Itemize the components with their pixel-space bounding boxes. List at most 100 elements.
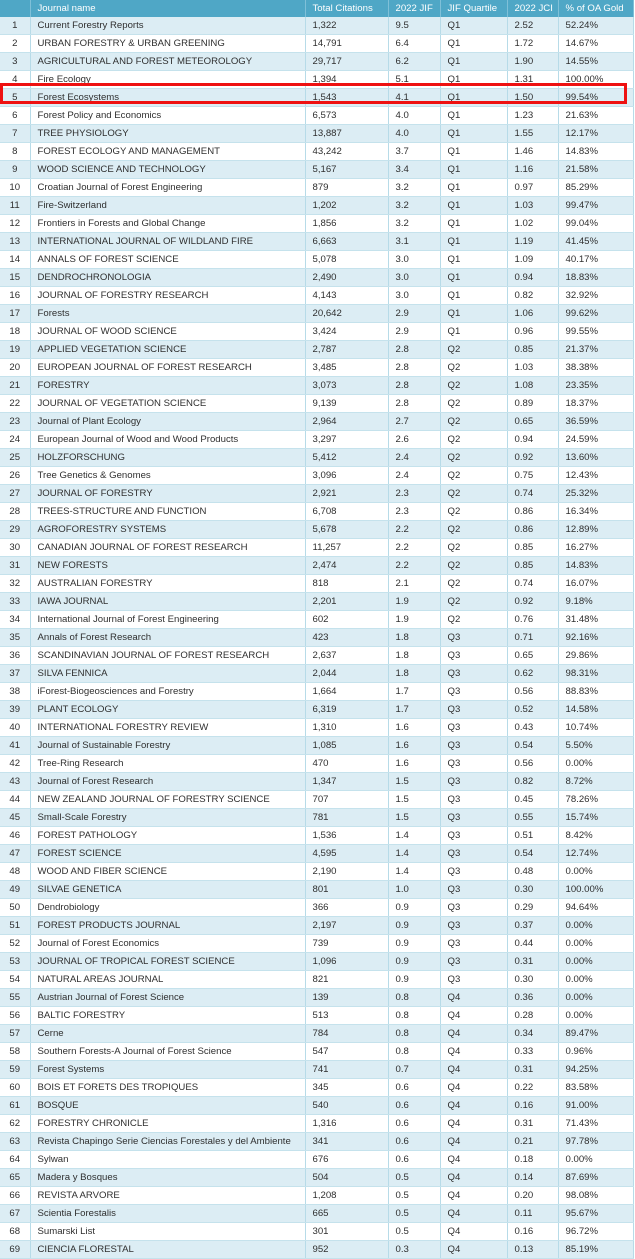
oa-gold-cell: 78.26% bbox=[558, 790, 634, 809]
jif-cell: 1.7 bbox=[388, 682, 441, 701]
total-citations-cell: 3,424 bbox=[305, 322, 389, 341]
jif-cell: 0.8 bbox=[388, 1042, 441, 1061]
rank-cell: 46 bbox=[0, 826, 31, 845]
oa-gold-cell: 87.69% bbox=[558, 1168, 634, 1187]
rank-cell: 63 bbox=[0, 1132, 31, 1151]
oa-gold-cell: 14.83% bbox=[558, 556, 634, 575]
journal-name-cell: WOOD SCIENCE AND TECHNOLOGY bbox=[30, 160, 306, 179]
jif-cell: 2.3 bbox=[388, 484, 441, 503]
jif-cell: 1.5 bbox=[388, 772, 441, 791]
oa-gold-cell: 15.74% bbox=[558, 808, 634, 827]
jif-cell: 1.6 bbox=[388, 736, 441, 755]
rank-cell: 33 bbox=[0, 592, 31, 611]
table-row: 1 Current Forestry Reports 1,322 9.5 Q1 2.52 5… bbox=[0, 17, 634, 35]
journal-name-cell: Forests bbox=[30, 304, 306, 323]
jif-cell: 2.6 bbox=[388, 430, 441, 449]
journal-name-cell: Madera y Bosques bbox=[30, 1168, 306, 1187]
jif-quartile-cell: Q4 bbox=[440, 1114, 508, 1133]
total-citations-cell: 2,190 bbox=[305, 862, 389, 881]
rank-cell: 13 bbox=[0, 232, 31, 251]
table-row: 17 Forests 20,642 2.9 Q1 1.06 99.62% bbox=[0, 304, 634, 323]
journal-name-cell: Annals of Forest Research bbox=[30, 628, 306, 647]
journal-name-cell: APPLIED VEGETATION SCIENCE bbox=[30, 340, 306, 359]
journal-name-cell: TREES-STRUCTURE AND FUNCTION bbox=[30, 502, 306, 521]
oa-gold-cell: 0.00% bbox=[558, 970, 634, 989]
jif-cell: 3.2 bbox=[388, 196, 441, 215]
rank-cell: 35 bbox=[0, 628, 31, 647]
jci-cell: 0.33 bbox=[507, 1042, 559, 1061]
table-row: 34 International Journal of Forest Engine… bbox=[0, 610, 634, 629]
table-row: 18 JOURNAL OF WOOD SCIENCE 3,424 2.9 Q1 0.96 9… bbox=[0, 322, 634, 341]
total-citations-cell: 9,139 bbox=[305, 394, 389, 413]
table-row: 66 REVISTA ARVORE 1,208 0.5 Q4 0.20 98.08% bbox=[0, 1186, 634, 1205]
total-citations-cell: 6,663 bbox=[305, 232, 389, 251]
table-row: 56 BALTIC FORESTRY 513 0.8 Q4 0.28 0.00% bbox=[0, 1006, 634, 1025]
jif-quartile-cell: Q2 bbox=[440, 520, 508, 539]
rank-cell: 52 bbox=[0, 934, 31, 953]
oa-gold-cell: 96.72% bbox=[558, 1222, 634, 1241]
jif-quartile-cell: Q4 bbox=[440, 1204, 508, 1223]
jif-quartile-cell: Q4 bbox=[440, 1186, 508, 1205]
rank-cell: 18 bbox=[0, 322, 31, 341]
jci-cell: 1.03 bbox=[507, 196, 559, 215]
jci-cell: 0.20 bbox=[507, 1186, 559, 1205]
oa-gold-cell: 9.18% bbox=[558, 592, 634, 611]
jif-quartile-cell: Q2 bbox=[440, 376, 508, 395]
journal-name-cell: Tree-Ring Research bbox=[30, 754, 306, 773]
header-rank bbox=[0, 0, 31, 17]
journal-name-cell: International Journal of Forest Engineer… bbox=[30, 610, 306, 629]
journal-name-cell: Austrian Journal of Forest Science bbox=[30, 988, 306, 1007]
rank-cell: 43 bbox=[0, 772, 31, 791]
total-citations-cell: 1,085 bbox=[305, 736, 389, 755]
total-citations-cell: 5,678 bbox=[305, 520, 389, 539]
jif-cell: 2.2 bbox=[388, 538, 441, 557]
journal-name-cell: WOOD AND FIBER SCIENCE bbox=[30, 862, 306, 881]
jif-quartile-cell: Q3 bbox=[440, 700, 508, 719]
jif-quartile-cell: Q4 bbox=[440, 1132, 508, 1151]
jif-quartile-cell: Q2 bbox=[440, 556, 508, 575]
journal-name-cell: BALTIC FORESTRY bbox=[30, 1006, 306, 1025]
jif-cell: 0.5 bbox=[388, 1222, 441, 1241]
jci-cell: 0.43 bbox=[507, 718, 559, 737]
jci-cell: 0.52 bbox=[507, 700, 559, 719]
table-row: 33 IAWA JOURNAL 2,201 1.9 Q2 0.92 9.18% bbox=[0, 592, 634, 611]
jif-quartile-cell: Q2 bbox=[440, 484, 508, 503]
oa-gold-cell: 18.37% bbox=[558, 394, 634, 413]
table-row: 26 Tree Genetics & Genomes 3,096 2.4 Q2 0.75 1… bbox=[0, 466, 634, 485]
table-row: 5 Forest Ecosystems 1,543 4.1 Q1 1.50 99.54% bbox=[0, 88, 634, 107]
jif-quartile-cell: Q1 bbox=[440, 52, 508, 71]
journal-name-cell: CANADIAN JOURNAL OF FOREST RESEARCH bbox=[30, 538, 306, 557]
total-citations-cell: 2,201 bbox=[305, 592, 389, 611]
jif-quartile-cell: Q3 bbox=[440, 898, 508, 917]
rank-cell: 12 bbox=[0, 214, 31, 233]
journal-name-cell: TREE PHYSIOLOGY bbox=[30, 124, 306, 143]
header-total-citations: Total Citations bbox=[305, 0, 389, 17]
table-row: 67 Scientia Forestalis 665 0.5 Q4 0.11 95.67% bbox=[0, 1204, 634, 1223]
jci-cell: 1.16 bbox=[507, 160, 559, 179]
table-row: 9 WOOD SCIENCE AND TECHNOLOGY 5,167 3.4 Q1 1.… bbox=[0, 160, 634, 179]
table-row: 41 Journal of Sustainable Forestry 1,085 1.… bbox=[0, 736, 634, 755]
header-journal-name: Journal name bbox=[30, 0, 306, 17]
oa-gold-cell: 85.19% bbox=[558, 1240, 634, 1259]
journal-name-cell: Frontiers in Forests and Global Change bbox=[30, 214, 306, 233]
total-citations-cell: 665 bbox=[305, 1204, 389, 1223]
oa-gold-cell: 0.00% bbox=[558, 952, 634, 971]
journal-name-cell: Journal of Sustainable Forestry bbox=[30, 736, 306, 755]
jif-cell: 3.2 bbox=[388, 178, 441, 197]
jif-quartile-cell: Q1 bbox=[440, 178, 508, 197]
rank-cell: 5 bbox=[0, 88, 31, 107]
jif-cell: 0.5 bbox=[388, 1168, 441, 1187]
total-citations-cell: 879 bbox=[305, 178, 389, 197]
jif-cell: 0.5 bbox=[388, 1186, 441, 1205]
rank-cell: 48 bbox=[0, 862, 31, 881]
journal-name-cell: FORESTRY CHRONICLE bbox=[30, 1114, 306, 1133]
rank-cell: 41 bbox=[0, 736, 31, 755]
jci-cell: 0.31 bbox=[507, 1114, 559, 1133]
total-citations-cell: 707 bbox=[305, 790, 389, 809]
journal-name-cell: REVISTA ARVORE bbox=[30, 1186, 306, 1205]
table-row: 24 European Journal of Wood and Wood Prod… bbox=[0, 430, 634, 449]
jci-cell: 0.94 bbox=[507, 268, 559, 287]
jci-cell: 0.85 bbox=[507, 556, 559, 575]
rank-cell: 23 bbox=[0, 412, 31, 431]
jci-cell: 0.34 bbox=[507, 1024, 559, 1043]
